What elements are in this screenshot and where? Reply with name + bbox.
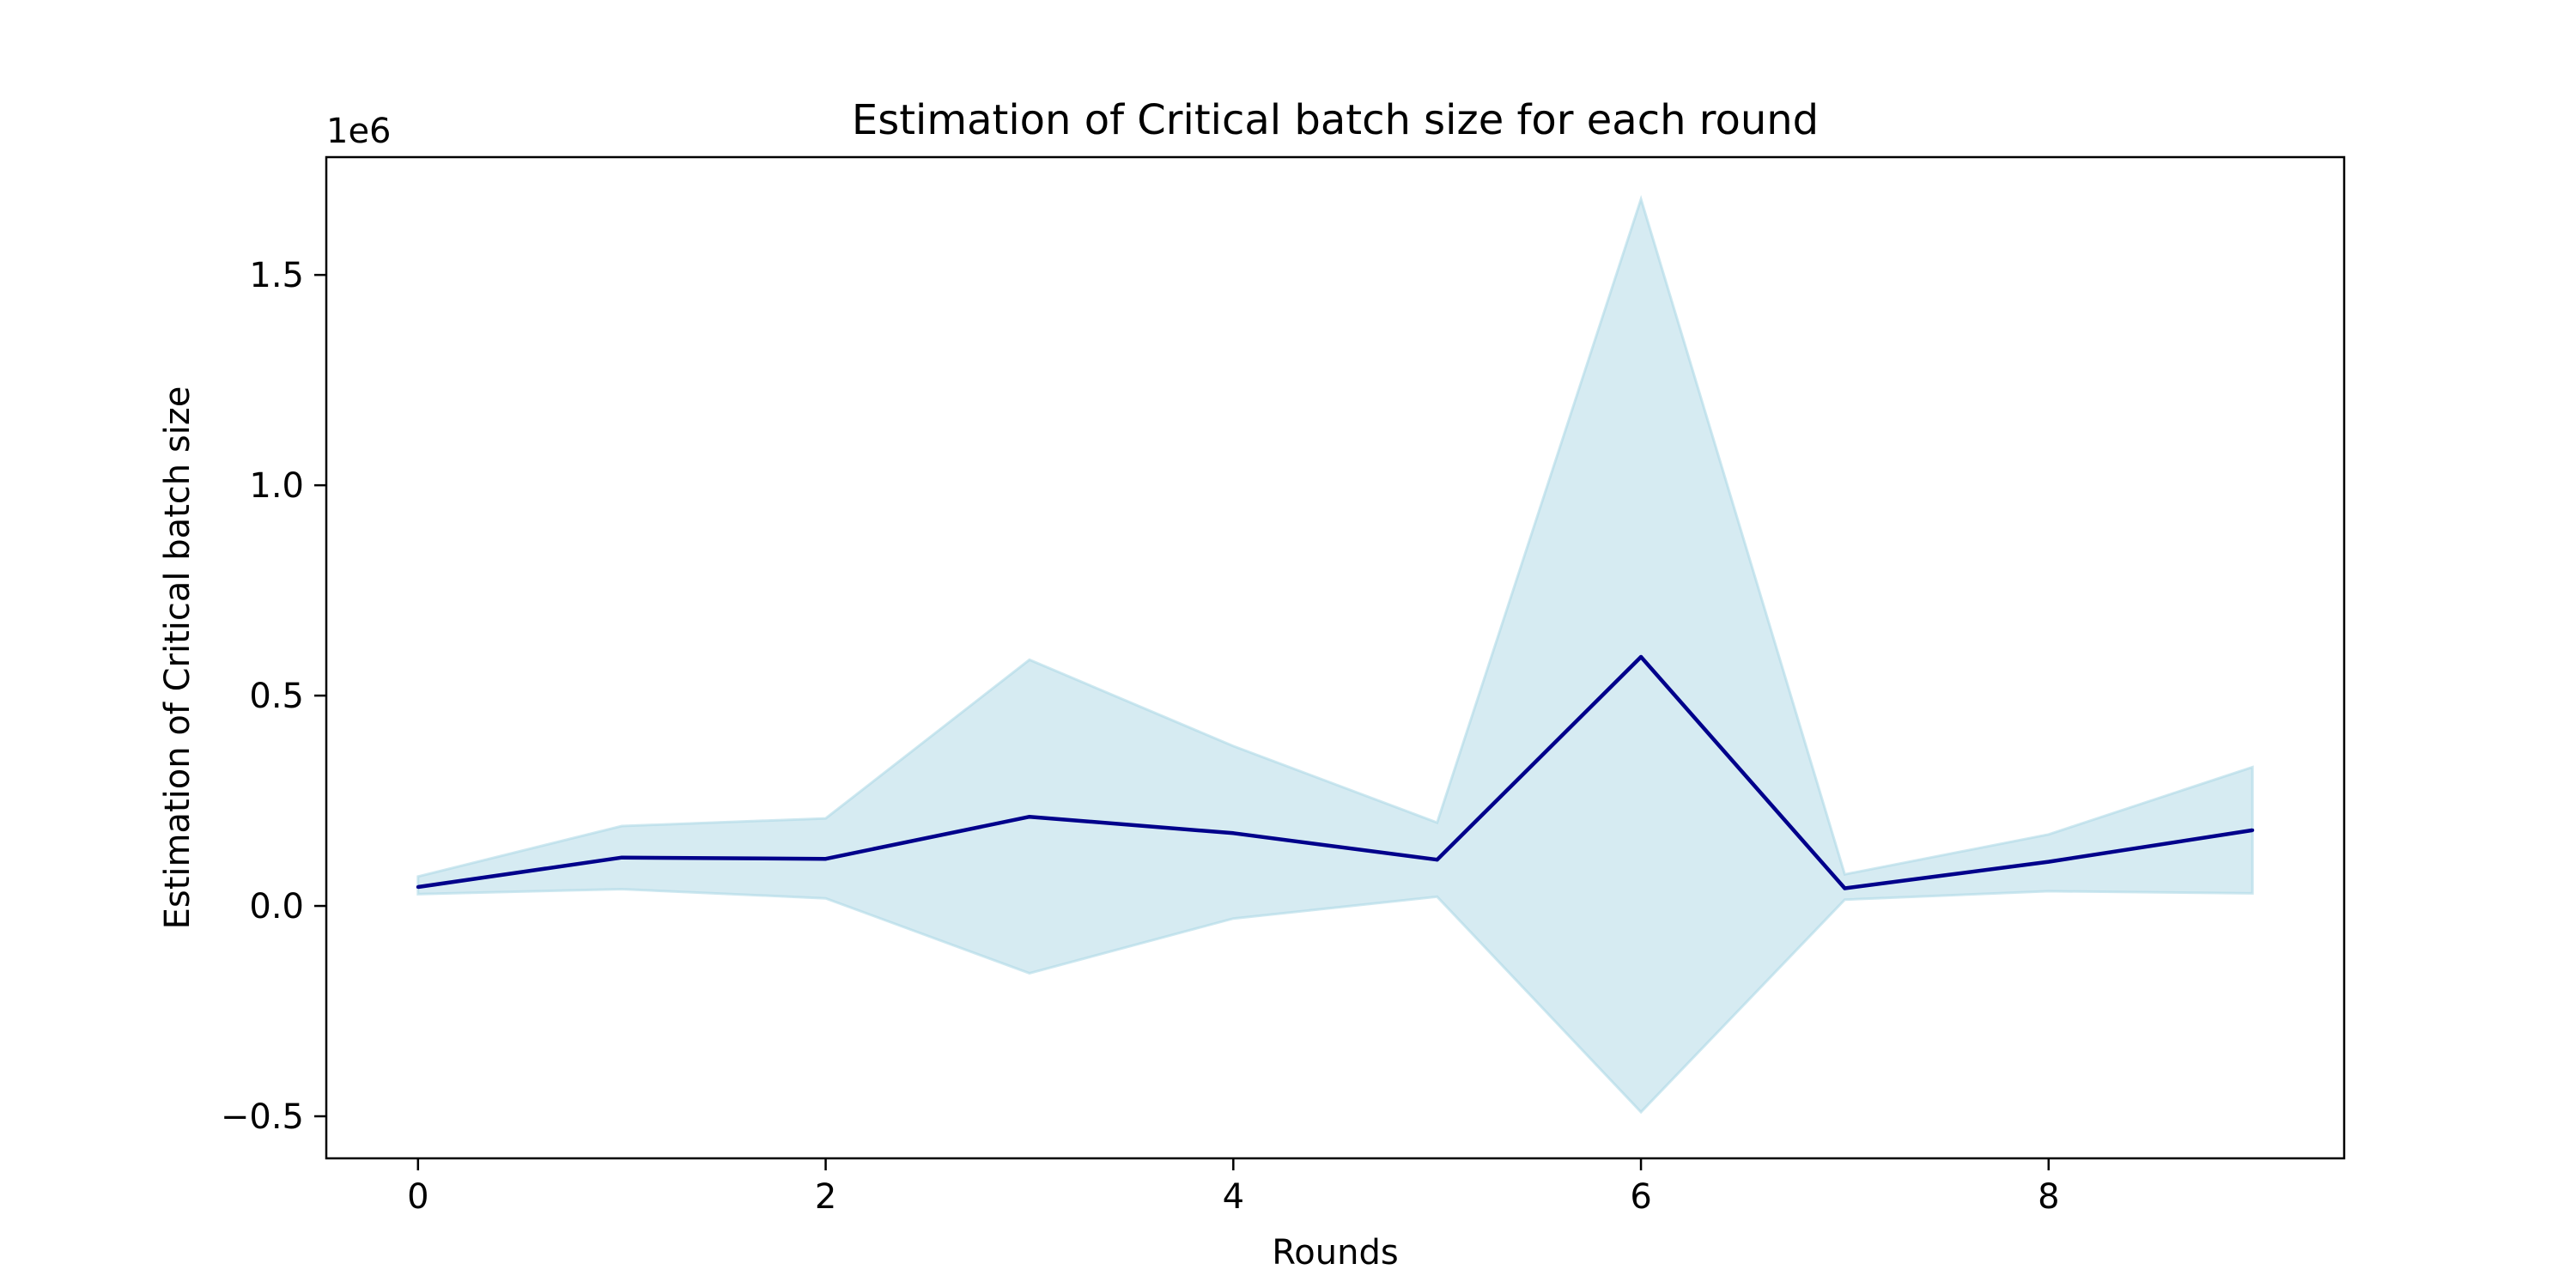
x-tick-label: 4	[1223, 1177, 1244, 1217]
y-tick-label: 0.5	[249, 677, 304, 716]
x-axis-ticks: 0 2 4 6 8	[407, 1158, 2060, 1217]
plot-frame	[325, 155, 2346, 1160]
confidence-band-layer	[416, 194, 2254, 1115]
x-tick-label: 2	[815, 1177, 836, 1217]
data-point	[1231, 831, 1236, 835]
series-line-0	[417, 654, 2253, 890]
data-point	[1027, 815, 1031, 819]
data-point	[823, 857, 828, 861]
y-axis-ticks: −0.5 0.0 0.5 1.0 1.5	[221, 256, 326, 1137]
data-point	[1435, 858, 1439, 862]
x-axis-label: Rounds	[1272, 1233, 1398, 1273]
data-point	[1843, 886, 1847, 890]
y-axis-label: Estimation of Critical batch size	[158, 386, 197, 930]
x-tick-label: 8	[2038, 1177, 2059, 1217]
data-point	[620, 855, 624, 860]
x-tick-label: 6	[1630, 1177, 1651, 1217]
data-point	[416, 885, 420, 889]
y-tick-label: −0.5	[221, 1097, 304, 1137]
chart-title: Estimation of Critical batch size for ea…	[852, 96, 1819, 144]
y-axis-offset-label: 1e6	[326, 112, 392, 151]
y-tick-label: 0.0	[249, 887, 304, 927]
x-tick-label: 0	[407, 1177, 428, 1217]
confidence-band	[416, 194, 2254, 1115]
y-tick-label: 1.5	[249, 256, 304, 295]
y-tick-label: 1.0	[249, 466, 304, 506]
series-line-layer	[416, 654, 2255, 890]
data-point	[2251, 828, 2255, 832]
data-point	[1639, 655, 1643, 659]
data-point	[2046, 860, 2050, 864]
